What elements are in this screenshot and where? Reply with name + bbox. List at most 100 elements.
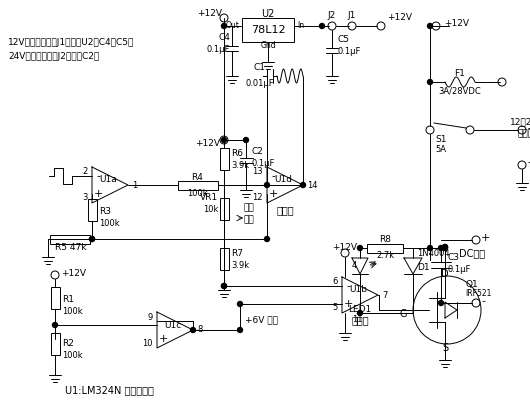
Text: R6: R6 [231, 150, 243, 159]
Text: +6V 参考: +6V 参考 [245, 315, 278, 324]
Circle shape [443, 245, 447, 249]
Bar [242, 18, 294, 42]
Text: 24V电源时，短接J2，不用C2。: 24V电源时，短接J2，不用C2。 [8, 52, 99, 61]
Text: S: S [442, 343, 448, 353]
Circle shape [438, 301, 444, 306]
Text: D1: D1 [417, 263, 430, 272]
Text: +: + [268, 189, 278, 199]
Text: F1: F1 [455, 68, 465, 77]
Text: 78L12: 78L12 [251, 25, 285, 35]
Text: 2.7k: 2.7k [376, 252, 394, 261]
Text: 3.9k: 3.9k [231, 162, 249, 171]
Circle shape [358, 245, 363, 250]
Text: +12V: +12V [195, 139, 220, 148]
Circle shape [264, 236, 269, 241]
Text: 1: 1 [132, 180, 137, 189]
Bar [50, 333, 59, 355]
Text: C5: C5 [338, 36, 350, 45]
Circle shape [222, 137, 226, 142]
Text: +12V: +12V [197, 9, 222, 18]
Text: +12V: +12V [387, 13, 412, 22]
Text: 3A/28VDC: 3A/28VDC [439, 86, 481, 95]
Text: Out: Out [225, 22, 239, 31]
Text: 振荡器: 振荡器 [276, 205, 294, 215]
Text: R2: R2 [62, 339, 74, 348]
Text: DC负载: DC负载 [459, 248, 485, 258]
Text: G: G [400, 309, 407, 319]
Text: -: - [527, 157, 530, 169]
Text: 0.1μF: 0.1μF [252, 160, 276, 169]
Text: +12V: +12V [61, 268, 86, 277]
Text: C2: C2 [252, 148, 264, 157]
Text: 7: 7 [382, 290, 387, 299]
Text: 14: 14 [307, 180, 317, 189]
Text: 13: 13 [252, 168, 263, 177]
Circle shape [438, 245, 444, 250]
Circle shape [237, 328, 243, 333]
Text: 10k: 10k [202, 205, 218, 214]
Text: U2: U2 [261, 9, 275, 19]
Text: +12V: +12V [444, 18, 469, 27]
Text: J1: J1 [348, 11, 356, 20]
Circle shape [222, 283, 226, 288]
Text: In: In [297, 22, 304, 31]
Text: 10: 10 [143, 339, 153, 348]
Circle shape [52, 323, 57, 328]
Text: LED1: LED1 [348, 304, 372, 314]
Text: U1a: U1a [99, 175, 117, 184]
Text: VR1: VR1 [200, 193, 218, 202]
Text: 6: 6 [333, 277, 338, 286]
Circle shape [443, 245, 447, 250]
Circle shape [90, 236, 94, 241]
Text: 100k: 100k [99, 220, 120, 229]
Circle shape [190, 328, 196, 333]
Text: 0.1μF: 0.1μF [447, 265, 471, 274]
Text: Gnd: Gnd [260, 41, 276, 50]
Circle shape [222, 283, 226, 288]
Text: 5: 5 [333, 303, 338, 312]
Text: U1b: U1b [349, 285, 367, 294]
Circle shape [264, 182, 269, 187]
Text: C4: C4 [218, 34, 230, 43]
Text: +12V: +12V [332, 243, 358, 252]
Text: -: - [271, 171, 275, 181]
Text: 9: 9 [148, 312, 153, 321]
Text: U1c: U1c [164, 321, 182, 330]
Circle shape [428, 245, 432, 250]
Text: 100k: 100k [62, 351, 83, 360]
Text: D: D [441, 269, 449, 279]
Text: 0.1μF: 0.1μF [338, 47, 361, 56]
Bar [219, 148, 228, 170]
Text: Q1: Q1 [465, 279, 478, 288]
Text: U1:LM324N 运算放大器: U1:LM324N 运算放大器 [65, 385, 154, 395]
Bar [219, 248, 228, 270]
Text: 12: 12 [252, 193, 263, 202]
Text: 0.1μF: 0.1μF [207, 45, 230, 54]
Bar [219, 198, 228, 220]
Circle shape [428, 23, 432, 29]
Text: 100k: 100k [62, 306, 83, 315]
Text: 1N4004: 1N4004 [417, 249, 449, 258]
Text: +: + [158, 334, 167, 344]
Text: R3: R3 [99, 207, 111, 216]
Text: 速度: 速度 [244, 204, 255, 213]
Text: 4: 4 [352, 261, 357, 270]
Text: R7: R7 [231, 249, 243, 258]
Text: 12V电源时，短接J1，不用U2、C4、C5；: 12V电源时，短接J1，不用U2、C4、C5； [8, 38, 135, 47]
Text: -: - [481, 296, 485, 306]
Text: S1: S1 [435, 135, 446, 144]
Text: 11: 11 [352, 315, 363, 324]
Circle shape [90, 236, 94, 241]
Text: R8: R8 [379, 236, 391, 245]
Bar [367, 243, 403, 252]
Text: C1: C1 [254, 63, 266, 72]
Text: 电源输入: 电源输入 [518, 130, 530, 139]
Text: 12或24VDC: 12或24VDC [510, 117, 530, 126]
Bar [50, 287, 59, 309]
Text: R4: R4 [191, 173, 204, 182]
Text: 3: 3 [83, 193, 88, 202]
Bar [87, 199, 96, 221]
Text: +: + [93, 189, 103, 199]
Text: R5 47k: R5 47k [55, 243, 87, 252]
Circle shape [358, 310, 363, 315]
